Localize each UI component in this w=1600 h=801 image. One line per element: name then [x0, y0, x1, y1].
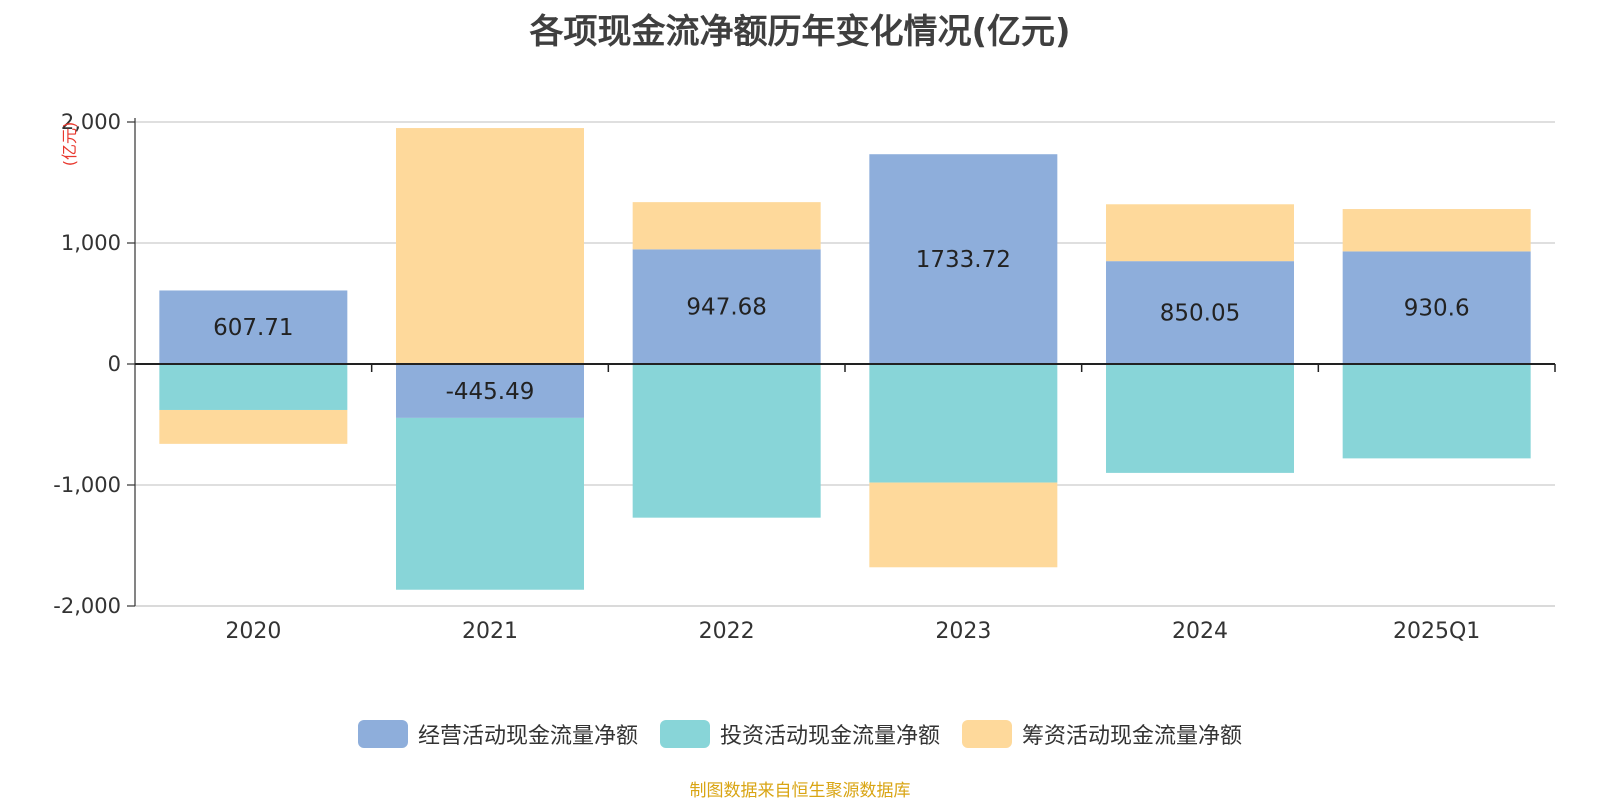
- bar-investing-2025Q1[interactable]: [1342, 364, 1531, 459]
- source-note: 制图数据来自恒生聚源数据库: [689, 781, 911, 801]
- data-label-operating-2025Q1: 930.6: [1404, 296, 1470, 322]
- bar-operating-2020[interactable]: [159, 290, 348, 364]
- bar-financing-2021[interactable]: [396, 128, 584, 364]
- bar-investing-2021[interactable]: [396, 417, 584, 590]
- y-axis-unit-label: (亿元): [60, 122, 79, 167]
- grid-layer: [135, 121, 1555, 607]
- bar-financing-2022[interactable]: [632, 202, 821, 250]
- data-label-operating-2022: 947.68: [686, 295, 766, 321]
- legend-label-operating: 经营活动现金流量净额: [417, 724, 638, 749]
- x-tick-label: 2023: [935, 619, 991, 644]
- bar-financing-2025Q1[interactable]: [1342, 209, 1531, 252]
- y-tick-label: -2,000: [53, 594, 121, 618]
- x-tick-label: 2022: [699, 619, 755, 644]
- x-tick-label: 2024: [1172, 619, 1228, 644]
- legend-label-investing: 投资活动现金流量净额: [719, 724, 940, 749]
- legend-swatch-investing: [659, 720, 710, 748]
- bar-operating-2022[interactable]: [632, 249, 821, 364]
- bar-financing-2023[interactable]: [869, 482, 1058, 568]
- bar-investing-2020[interactable]: [159, 364, 348, 410]
- legend-label-financing: 筹资活动现金流量净额: [1022, 724, 1243, 749]
- y-tick-label: 2,000: [61, 110, 121, 134]
- legend-item-financing[interactable]: 筹资活动现金流量净额: [962, 718, 1242, 750]
- axis-layer: 2,000 1,000 0 -1,000 -2,000 2020 2021 2022 2023 2…: [53, 110, 1556, 644]
- bar-investing-2022[interactable]: [632, 364, 821, 518]
- x-tick-label: 2020: [225, 619, 281, 644]
- bar-operating-2021[interactable]: [396, 364, 584, 418]
- chart-title: 各项现金流净额历年变化情况(亿元): [529, 12, 1071, 52]
- legend-swatch-financing: [962, 720, 1012, 748]
- bar-operating-2024[interactable]: [1106, 261, 1294, 364]
- data-label-operating-2023: 1733.72: [916, 247, 1011, 273]
- x-tick-label: 2021: [462, 619, 518, 644]
- legend-item-operating[interactable]: 经营活动现金流量净额: [357, 718, 638, 750]
- y-tick-label: 1,000: [61, 231, 121, 255]
- bars-layer: [159, 128, 1531, 590]
- data-label-operating-2021: -445.49: [446, 379, 535, 405]
- bar-operating-2025Q1[interactable]: [1342, 251, 1531, 364]
- bar-investing-2023[interactable]: [869, 364, 1058, 483]
- bar-investing-2024[interactable]: [1106, 364, 1294, 473]
- bar-financing-2024[interactable]: [1106, 204, 1294, 262]
- labels-layer: 607.71 -445.49 947.68 1733.72 850.05 930.6: [213, 247, 1470, 405]
- bar-financing-2020[interactable]: [159, 409, 348, 444]
- data-label-operating-2024: 850.05: [1160, 301, 1240, 327]
- legend-item-investing[interactable]: 投资活动现金流量净额: [659, 718, 940, 750]
- legend-swatch-operating: [357, 720, 408, 748]
- bar-operating-2023[interactable]: [869, 154, 1058, 364]
- x-tick-label: 2025Q1: [1393, 619, 1480, 644]
- y-tick-label: 0: [108, 352, 121, 376]
- data-label-operating-2020: 607.71: [213, 315, 293, 341]
- legend: 经营活动现金流量净额 投资活动现金流量净额 筹资活动现金流量净额: [0, 718, 1600, 750]
- y-tick-label: -1,000: [53, 473, 121, 497]
